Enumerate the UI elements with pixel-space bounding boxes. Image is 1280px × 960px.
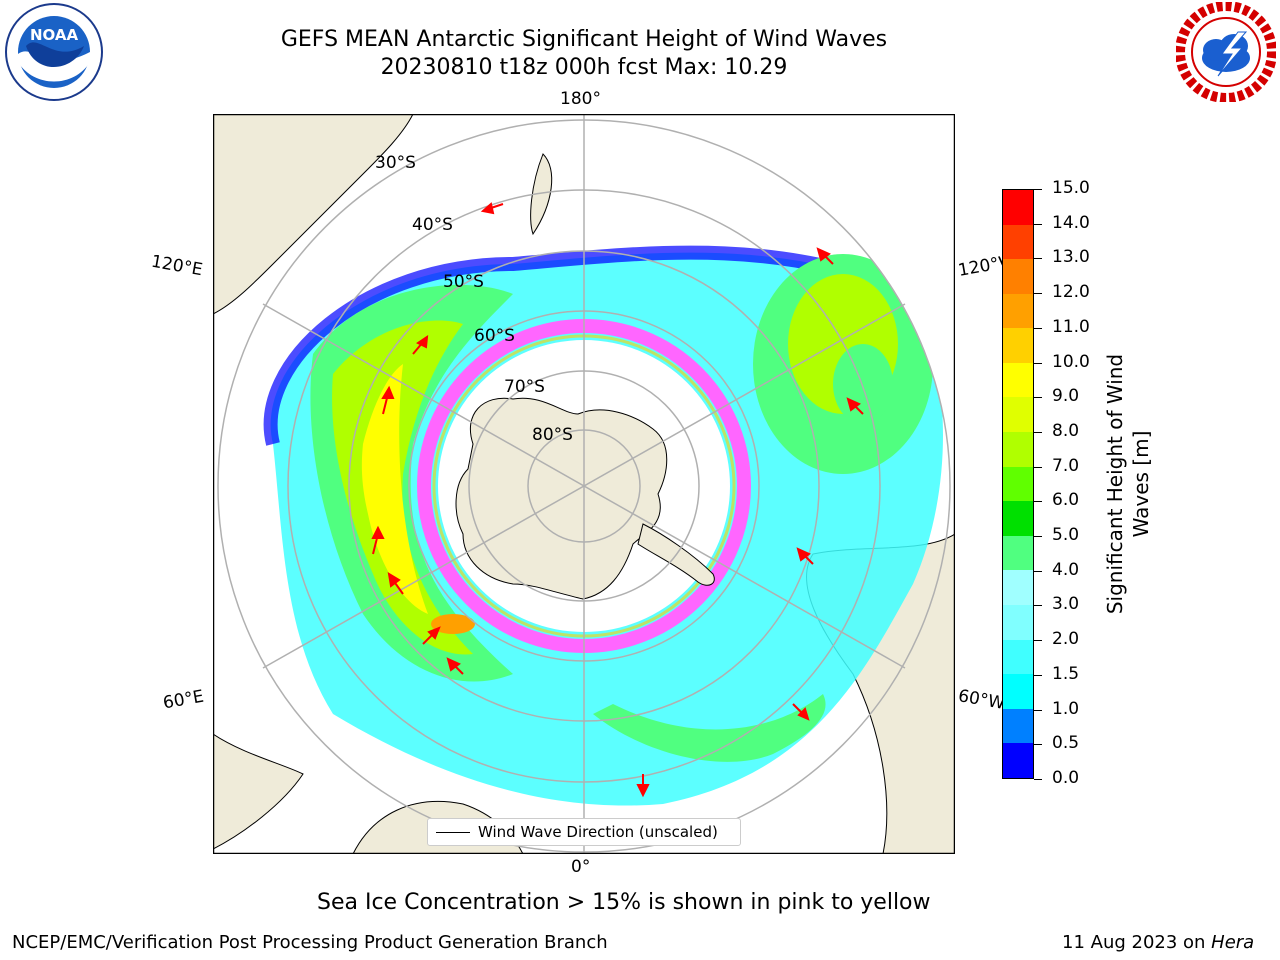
colorbar-segment [1003, 674, 1033, 709]
colorbar-tick [1034, 571, 1042, 572]
colorbar-tick-label: 3.0 [1052, 594, 1080, 614]
colorbar-tick [1034, 467, 1042, 468]
lat-label-50s: 50°S [443, 272, 484, 292]
noaa-logo: NOAA [5, 3, 103, 101]
colorbar-tick-label: 1.5 [1052, 664, 1080, 684]
colorbar-tick-label: 1.0 [1052, 699, 1080, 719]
colorbar-tick-label: 0.0 [1052, 768, 1080, 788]
colorbar-segment [1003, 432, 1033, 467]
colorbar-tick-label: 2.0 [1052, 629, 1080, 649]
colorbar-tick-label: 13.0 [1052, 247, 1090, 267]
colorbar-tick-label: 5.0 [1052, 525, 1080, 545]
colorbar-segment [1003, 259, 1033, 294]
colorbar-tick-label: 6.0 [1052, 490, 1080, 510]
chart-subtitle: 20230810 t18z 000h fcst Max: 10.29 [380, 55, 788, 80]
colorbar-segment [1003, 293, 1033, 329]
credit-left: NCEP/EMC/Verification Post Processing Pr… [12, 932, 608, 953]
colorbar-tick [1034, 189, 1042, 190]
colorbar-tick [1034, 328, 1042, 329]
colorbar-tick [1034, 675, 1042, 676]
lat-label-30s: 30°S [375, 153, 416, 173]
colorbar-tick [1034, 363, 1042, 364]
colorbar-segment [1003, 708, 1033, 744]
colorbar-tick [1034, 501, 1042, 502]
colorbar-segment [1003, 397, 1033, 433]
colorbar-tick-label: 9.0 [1052, 386, 1080, 406]
colorbar-label: Significant Height of Wind Waves [m] [1102, 354, 1154, 614]
noaa-logo-text: NOAA [30, 26, 79, 44]
colorbar-segment [1003, 189, 1033, 225]
waves-east-swirl [833, 344, 893, 424]
colorbar-tick [1034, 293, 1042, 294]
chart-title: GEFS MEAN Antarctic Significant Height o… [280, 27, 888, 52]
colorbar-tick [1034, 432, 1042, 433]
waves-blue-rim [263, 245, 916, 446]
sea-ice-note: Sea Ice Concentration > 15% is shown in … [317, 890, 931, 915]
colorbar-tick [1034, 397, 1042, 398]
colorbar-segment [1003, 743, 1033, 778]
land-australia [213, 114, 414, 315]
colorbar-tick-label: 4.0 [1052, 560, 1080, 580]
colorbar-tick [1034, 779, 1042, 780]
colorbar-segment [1003, 605, 1033, 640]
legend-line-icon [436, 832, 470, 833]
map-legend: Wind Wave Direction (unscaled) [427, 818, 741, 846]
colorbar-segment [1003, 328, 1033, 363]
colorbar-segment [1003, 570, 1033, 606]
colorbar [1002, 189, 1034, 779]
colorbar-tick [1034, 710, 1042, 711]
lat-label-60s: 60°S [474, 326, 515, 346]
lat-label-70s: 70°S [504, 377, 545, 397]
colorbar-segment [1003, 362, 1033, 398]
colorbar-tick-label: 12.0 [1052, 282, 1090, 302]
colorbar-tick-label: 7.0 [1052, 456, 1080, 476]
waves-high-west [332, 320, 473, 655]
land-africa [213, 733, 304, 850]
colorbar-label-line1: Significant Height of Wind [1103, 353, 1127, 615]
colorbar-segment [1003, 535, 1033, 571]
colorbar-tick [1034, 536, 1042, 537]
credit-date: 11 Aug 2023 on [1062, 932, 1212, 953]
colorbar-tick [1034, 744, 1042, 745]
wind-wave-arrows [371, 202, 864, 798]
colorbar-segment [1003, 501, 1033, 536]
waves-max-core [431, 614, 475, 634]
waves-peak-west [361, 364, 428, 614]
lon-label-180: 180° [560, 89, 601, 109]
colorbar-tick [1034, 640, 1042, 641]
lon-label-60e: 60°E [161, 686, 206, 714]
lat-label-40s: 40°S [412, 215, 453, 235]
land-new-zealand [530, 153, 553, 236]
colorbar-tick [1034, 224, 1042, 225]
colorbar-tick-label: 10.0 [1052, 352, 1090, 372]
map-border [213, 114, 955, 854]
nws-logo [1176, 2, 1276, 102]
colorbar-segment [1003, 466, 1033, 502]
lon-label-0: 0° [571, 857, 591, 877]
colorbar-tick-label: 0.5 [1052, 733, 1080, 753]
colorbar-tick [1034, 605, 1042, 606]
colorbar-tick-label: 15.0 [1052, 178, 1090, 198]
polar-map: 30°S 40°S 50°S 60°S 70°S 80°S [213, 114, 955, 854]
graticule [217, 114, 951, 854]
lon-label-60w: 60°W [956, 686, 1007, 714]
colorbar-tick-label: 14.0 [1052, 213, 1090, 233]
waves-south [593, 694, 826, 762]
colorbar-segment [1003, 639, 1033, 675]
lon-label-120e: 120°E [149, 251, 205, 281]
colorbar-tick-label: 8.0 [1052, 421, 1080, 441]
colorbar-tick-label: 11.0 [1052, 317, 1090, 337]
colorbar-tick [1034, 258, 1042, 259]
credit-right: 11 Aug 2023 on Hera [1062, 932, 1254, 953]
colorbar-label-line2: Waves [m] [1129, 430, 1153, 538]
lat-label-80s: 80°S [532, 425, 573, 445]
legend-label: Wind Wave Direction (unscaled) [478, 823, 718, 841]
credit-host: Hera [1211, 932, 1255, 953]
colorbar-segment [1003, 224, 1033, 260]
